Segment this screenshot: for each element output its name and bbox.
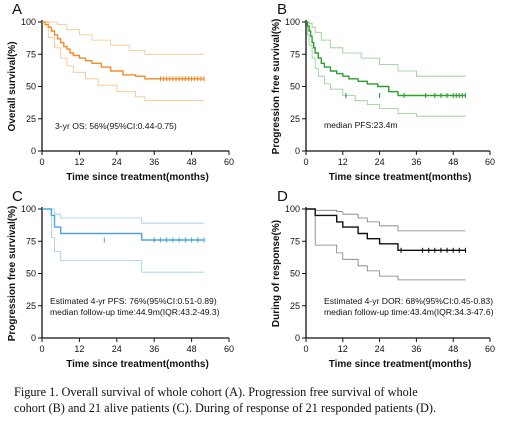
y-tick-label: 25 — [290, 114, 300, 124]
x-axis-title: Time since treatment(months) — [329, 359, 472, 370]
x-tick-label: 48 — [448, 344, 458, 354]
km-curve — [306, 21, 466, 97]
ci-upper-curve — [306, 208, 466, 232]
x-tick-label: 12 — [338, 157, 348, 167]
annotation-text: median PFS:23.4m — [324, 120, 398, 130]
y-tick-label: 25 — [26, 114, 36, 124]
caption-line-2: cohort (B) and 21 alive patients (C). Du… — [14, 401, 437, 415]
ci-lower-curve — [306, 208, 466, 281]
y-tick-label: 100 — [21, 17, 36, 27]
km-curve — [306, 208, 466, 251]
y-tick-label: 75 — [26, 236, 36, 246]
panel-label: A — [12, 1, 22, 18]
x-tick-label: 36 — [149, 157, 159, 167]
panel-label: C — [12, 188, 23, 205]
y-tick-label: 50 — [26, 269, 36, 279]
x-tick-label: 0 — [39, 344, 44, 354]
panel-a: A 0 12 24 36 48 60 0 25 50 75 100 Time since treatme… — [7, 1, 234, 183]
x-axis-title: Time since treatment(months) — [329, 172, 472, 183]
x-tick-label: 48 — [187, 157, 197, 167]
annotation-text: 3-yr OS: 56%(95%CI:0.44-0.75) — [55, 121, 177, 131]
panel-c: C 0 12 24 36 48 60 0 25 50 75 100 Time since treatme… — [7, 188, 234, 370]
caption-line-1: Figure 1. Overall survival of whole coho… — [14, 385, 418, 399]
y-tick-label: 25 — [290, 301, 300, 311]
panel-label: B — [277, 1, 287, 18]
x-tick-label: 24 — [375, 157, 385, 167]
x-tick-label: 36 — [149, 344, 159, 354]
x-axis-title: Time since treatment(months) — [66, 172, 209, 183]
y-tick-label: 100 — [285, 17, 300, 27]
x-tick-label: 24 — [375, 344, 385, 354]
annotation-text: Estimated 4-yr DOR: 68%(95%CI:0.45-0.83) — [324, 296, 493, 306]
x-tick-label: 60 — [224, 344, 234, 354]
y-axis-title: Progression free survival(%) — [271, 19, 282, 155]
x-tick-label: 0 — [39, 157, 44, 167]
figure-caption: Figure 1. Overall survival of whole coho… — [14, 384, 514, 416]
y-axis-title: Overall survival(%) — [7, 41, 18, 131]
x-tick-label: 12 — [74, 344, 84, 354]
y-tick-label: 50 — [26, 82, 36, 92]
x-tick-label: 60 — [485, 344, 495, 354]
x-tick-label: 24 — [112, 157, 122, 167]
ci-upper-curve — [42, 21, 205, 55]
y-axis-title: Progression free survival(%) — [7, 206, 18, 342]
y-tick-label: 75 — [290, 236, 300, 246]
y-tick-label: 0 — [31, 333, 36, 343]
y-tick-label: 100 — [285, 204, 300, 214]
y-tick-label: 0 — [31, 146, 36, 156]
x-tick-label: 48 — [187, 344, 197, 354]
panel-b: B 0 12 24 36 48 60 0 25 50 75 100 Time since treatme… — [271, 1, 495, 183]
x-axis-title: Time since treatment(months) — [66, 359, 209, 370]
y-tick-label: 75 — [290, 49, 300, 59]
x-tick-label: 48 — [448, 157, 458, 167]
y-tick-label: 75 — [26, 49, 36, 59]
y-axis-title: During of response(%) — [271, 220, 282, 327]
ci-upper-curve — [306, 21, 466, 77]
ci-upper-curve — [42, 208, 205, 224]
x-tick-label: 12 — [338, 344, 348, 354]
annotation-text: median follow-up time:43.4m(IQR:34.3-47.… — [324, 307, 494, 317]
x-tick-label: 36 — [411, 157, 421, 167]
annotation-text: median follow-up time:44.9m(IQR:43.2-49.… — [50, 307, 220, 317]
km-curve — [42, 21, 205, 80]
x-tick-label: 0 — [303, 344, 308, 354]
x-tick-label: 0 — [303, 157, 308, 167]
y-tick-label: 50 — [290, 269, 300, 279]
x-tick-label: 12 — [74, 157, 84, 167]
x-tick-label: 36 — [411, 344, 421, 354]
y-tick-label: 50 — [290, 82, 300, 92]
km-curve — [42, 208, 205, 241]
ci-lower-curve — [42, 21, 205, 102]
y-tick-label: 100 — [21, 204, 36, 214]
ci-lower-curve — [42, 208, 205, 273]
panel-label: D — [277, 188, 288, 205]
x-tick-label: 60 — [224, 157, 234, 167]
x-tick-label: 24 — [112, 344, 122, 354]
y-tick-label: 0 — [295, 146, 300, 156]
y-tick-label: 25 — [26, 301, 36, 311]
y-tick-label: 0 — [295, 333, 300, 343]
annotation-text: Estimated 4-yr PFS: 76%(95%CI:0.51-0.89) — [50, 296, 217, 306]
x-tick-label: 60 — [485, 157, 495, 167]
panel-d: D 0 12 24 36 48 60 0 25 50 75 100 Time since treatme… — [271, 188, 495, 370]
ci-lower-curve — [306, 21, 466, 117]
